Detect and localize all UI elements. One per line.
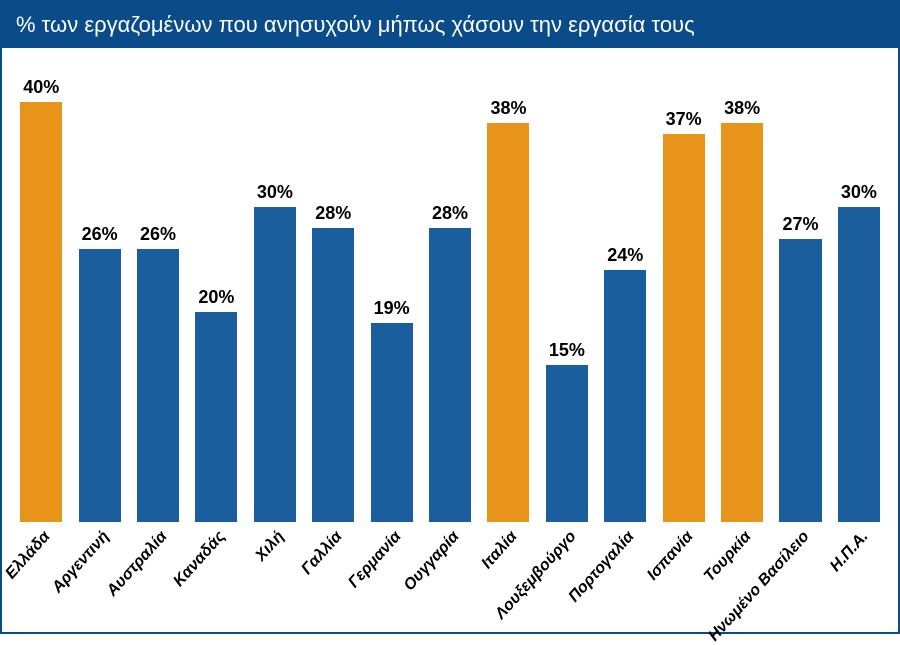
bar-value-label: 30%: [841, 182, 877, 203]
bar-rect: [487, 123, 529, 522]
bar-rect: [838, 207, 880, 522]
x-label-cell: Πορτογαλία: [596, 522, 654, 632]
x-axis-label: Η.Π.Α.: [827, 528, 872, 576]
bar-column: 15%: [538, 72, 596, 522]
bar-chart: % των εργαζομένων που ανησυχούν μήπως χά…: [0, 0, 900, 634]
bar-column: 26%: [129, 72, 187, 522]
bar-value-label: 40%: [23, 77, 59, 98]
x-axis-labels: ΕλλάδαΑργεντινήΑυστραλίαΚαναδάςΧιλήΓαλλί…: [2, 522, 898, 632]
bar-rect: [663, 134, 705, 523]
bar-value-label: 38%: [490, 98, 526, 119]
bar-value-label: 30%: [257, 182, 293, 203]
bar-column: 19%: [362, 72, 420, 522]
x-axis-label: Ιταλία: [479, 528, 522, 573]
bar-rect: [79, 249, 121, 522]
bar-rect: [195, 312, 237, 522]
bar-rect: [779, 239, 821, 523]
bar-value-label: 26%: [140, 224, 176, 245]
bar-value-label: 28%: [432, 203, 468, 224]
x-label-cell: Χιλή: [246, 522, 304, 632]
x-axis-label: Γαλλία: [299, 528, 347, 579]
bar-rect: [546, 365, 588, 523]
bar-column: 28%: [304, 72, 362, 522]
bar-rect: [20, 102, 62, 522]
bar-rect: [137, 249, 179, 522]
bar-value-label: 28%: [315, 203, 351, 224]
bar-value-label: 38%: [724, 98, 760, 119]
x-label-cell: Η.Π.Α.: [830, 522, 888, 632]
bar-rect: [254, 207, 296, 522]
bar-rect: [721, 123, 763, 522]
bar-column: 20%: [187, 72, 245, 522]
x-axis-label: Ελλάδα: [2, 528, 54, 583]
bar-rect: [371, 323, 413, 523]
bar-column: 30%: [246, 72, 304, 522]
bar-value-label: 15%: [549, 340, 585, 361]
bar-column: 26%: [70, 72, 128, 522]
bar-column: 24%: [596, 72, 654, 522]
bar-rect: [312, 228, 354, 522]
plot-area: 40% 26% 26% 20% 30% 28% 19% 28% 38% 15% 24% 37% 38% 2…: [2, 48, 898, 522]
x-axis-label: Χιλή: [252, 528, 288, 565]
bar-column: 30%: [830, 72, 888, 522]
bar-value-label: 24%: [607, 245, 643, 266]
bar-rect: [429, 228, 471, 522]
bar-rect: [604, 270, 646, 522]
bar-value-label: 37%: [666, 109, 702, 130]
bar-value-label: 27%: [782, 214, 818, 235]
bar-column: 37%: [654, 72, 712, 522]
x-label-cell: Ηνωμένο Βασίλειο: [771, 522, 829, 632]
bar-column: 38%: [713, 72, 771, 522]
bar-value-label: 26%: [82, 224, 118, 245]
bar-value-label: 19%: [374, 298, 410, 319]
bar-column: 28%: [421, 72, 479, 522]
bar-column: 38%: [479, 72, 537, 522]
chart-title: % των εργαζομένων που ανησυχούν μήπως χά…: [2, 2, 898, 48]
bar-value-label: 20%: [198, 287, 234, 308]
x-label-cell: Ουγγαρία: [421, 522, 479, 632]
x-label-cell: Καναδάς: [187, 522, 245, 632]
bar-column: 27%: [771, 72, 829, 522]
bar-column: 40%: [12, 72, 70, 522]
